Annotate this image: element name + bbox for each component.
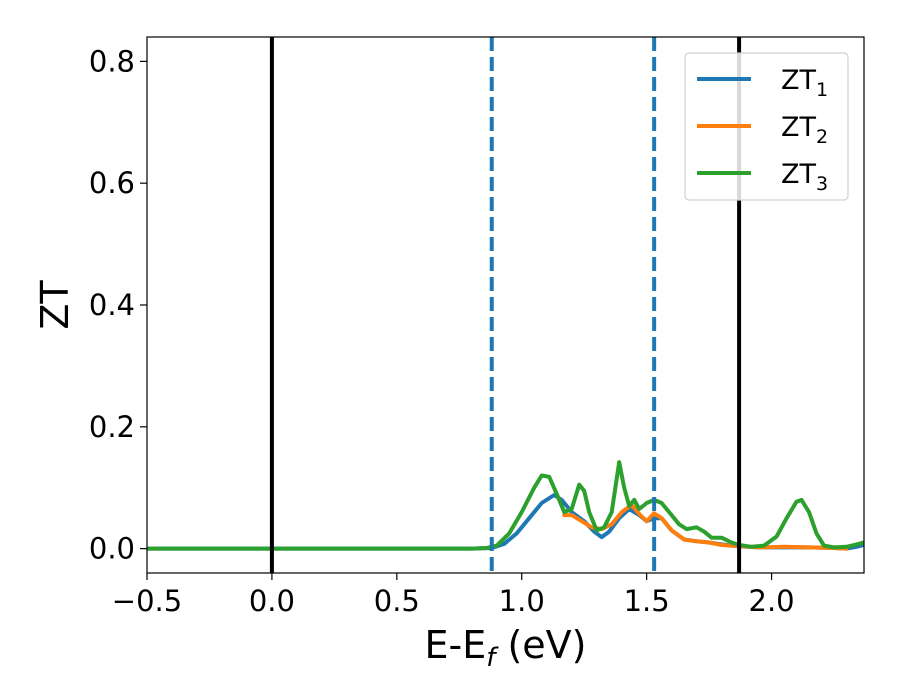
y-tick-label: 0.6 (89, 166, 135, 200)
x-tick-label: 2.0 (749, 584, 795, 618)
legend-label: ZT1 (781, 65, 828, 101)
series-line-zt1 (147, 493, 864, 551)
legend-box (684, 52, 849, 201)
x-tick-label: 1.0 (499, 584, 545, 618)
axes: −0.5 0.0 0.5 1.0 1.5 2.0 0.0 0.2 0.4 0.6 0.8 (89, 36, 865, 618)
y-tick-label: 0.0 (89, 532, 135, 566)
y-tick-label: 0.2 (89, 410, 135, 444)
x-tick-label: 0.0 (249, 584, 295, 618)
legend: ZT1 ZT2 ZT3 (684, 52, 849, 201)
y-tick-label: 0.4 (89, 288, 135, 322)
y-axis-label: ZT (33, 280, 77, 330)
x-tick-label: 1.5 (624, 584, 670, 618)
x-tick-label: 0.5 (374, 584, 420, 618)
legend-label: ZT2 (781, 112, 828, 148)
x-tick-label: −0.5 (112, 584, 182, 618)
series-line-zt3 (147, 460, 864, 551)
x-axis-label: E-Ef (eV) (425, 623, 587, 673)
y-tick-label: 0.8 (89, 44, 135, 78)
legend-label: ZT3 (781, 159, 828, 195)
